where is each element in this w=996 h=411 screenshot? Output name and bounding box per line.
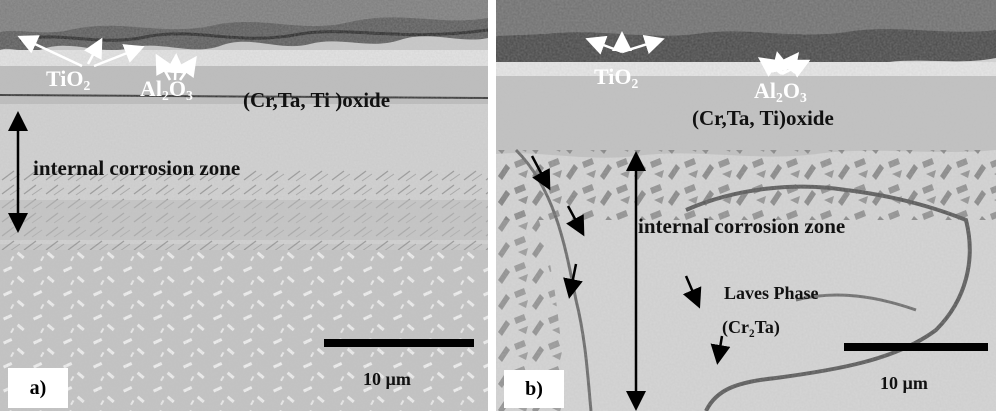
label-cr2ta-b: (Cr2Ta) xyxy=(722,317,780,340)
label-laves-phase-b: Laves Phase xyxy=(724,283,819,303)
scale-label-b: 10 µm xyxy=(880,373,928,393)
label-al2o3-b: Al2O3 xyxy=(754,78,807,106)
panel-tag-b: b) xyxy=(504,370,564,408)
scale-bar-a xyxy=(324,339,474,347)
label-tio2-a: TiO2 xyxy=(46,66,91,94)
scale-label-a: 10 µm xyxy=(363,369,411,389)
label-oxide-a: (Cr,Ta, Ti )oxide xyxy=(243,88,391,112)
panel-tag-a: a) xyxy=(8,368,68,408)
label-oxide-b: (Cr,Ta, Ti)oxide xyxy=(692,106,834,130)
sem-image-a xyxy=(0,0,488,411)
scale-bar-b xyxy=(844,343,988,351)
label-corrosion-zone-b: internal corrosion zone xyxy=(638,214,846,238)
micrograph-panel-b: TiO2 Al2O3 (Cr,Ta, Ti)oxide internal cor… xyxy=(496,0,996,411)
label-al2o3-a: Al2O3 xyxy=(140,76,193,104)
label-tio2-b: TiO2 xyxy=(594,64,639,92)
micrograph-panel-a: TiO2 Al2O3 (Cr,Ta, Ti )oxide internal co… xyxy=(0,0,488,411)
label-corrosion-zone-a: internal corrosion zone xyxy=(33,156,241,180)
